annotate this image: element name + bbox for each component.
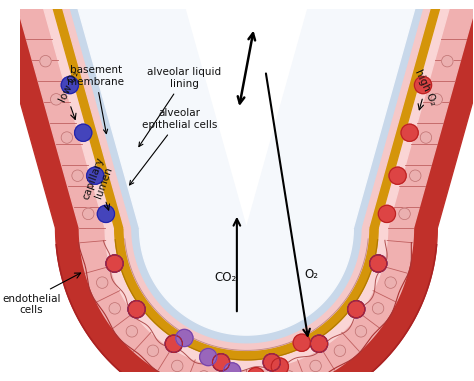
- Circle shape: [128, 301, 145, 318]
- Polygon shape: [49, 0, 124, 228]
- Circle shape: [97, 277, 108, 288]
- Polygon shape: [0, 0, 79, 228]
- Circle shape: [431, 94, 442, 105]
- Polygon shape: [79, 228, 413, 381]
- Circle shape: [420, 132, 432, 143]
- Polygon shape: [14, 0, 105, 228]
- Circle shape: [224, 363, 241, 380]
- Polygon shape: [105, 228, 388, 370]
- Circle shape: [442, 56, 453, 67]
- Circle shape: [310, 335, 328, 352]
- Circle shape: [200, 349, 217, 366]
- Polygon shape: [40, 0, 115, 228]
- Polygon shape: [132, 228, 361, 343]
- Circle shape: [97, 205, 115, 223]
- Circle shape: [165, 335, 182, 352]
- Text: high O₂: high O₂: [413, 67, 438, 107]
- Polygon shape: [369, 0, 443, 228]
- Circle shape: [385, 277, 396, 288]
- Circle shape: [347, 301, 365, 318]
- Circle shape: [82, 208, 94, 219]
- Polygon shape: [74, 0, 246, 228]
- Polygon shape: [353, 0, 426, 228]
- Text: alveolar
epithelial cells: alveolar epithelial cells: [129, 108, 217, 185]
- Circle shape: [126, 326, 137, 337]
- Text: endothelial
cells: endothelial cells: [2, 294, 61, 315]
- Circle shape: [61, 77, 78, 94]
- Circle shape: [293, 334, 310, 351]
- Polygon shape: [361, 0, 434, 228]
- Polygon shape: [139, 228, 353, 335]
- Circle shape: [50, 94, 62, 105]
- Circle shape: [370, 255, 387, 272]
- Circle shape: [165, 335, 182, 352]
- Circle shape: [72, 170, 83, 181]
- Text: capillary
lumen: capillary lumen: [81, 156, 116, 205]
- Polygon shape: [124, 228, 369, 351]
- Circle shape: [401, 124, 418, 141]
- Circle shape: [414, 77, 431, 94]
- Circle shape: [373, 303, 384, 314]
- Circle shape: [212, 354, 229, 371]
- Circle shape: [410, 170, 421, 181]
- Text: low O₂: low O₂: [58, 70, 82, 104]
- Circle shape: [176, 329, 193, 347]
- Text: O₂: O₂: [304, 267, 319, 280]
- Circle shape: [106, 255, 123, 272]
- Circle shape: [347, 301, 365, 318]
- Text: alveolar liquid
lining: alveolar liquid lining: [139, 67, 221, 147]
- Circle shape: [370, 255, 387, 272]
- Circle shape: [87, 167, 104, 184]
- Polygon shape: [59, 0, 132, 228]
- Circle shape: [263, 354, 281, 371]
- Polygon shape: [246, 0, 419, 228]
- Circle shape: [172, 360, 183, 372]
- Circle shape: [355, 326, 367, 337]
- Circle shape: [399, 208, 410, 219]
- Circle shape: [74, 124, 92, 141]
- Circle shape: [247, 368, 264, 381]
- Polygon shape: [67, 0, 139, 228]
- Circle shape: [106, 255, 123, 272]
- Circle shape: [255, 376, 266, 381]
- Circle shape: [198, 371, 210, 381]
- Polygon shape: [115, 228, 378, 360]
- Circle shape: [283, 371, 295, 381]
- Circle shape: [147, 345, 159, 357]
- Circle shape: [212, 354, 229, 371]
- Circle shape: [271, 358, 288, 375]
- Polygon shape: [55, 228, 438, 381]
- Circle shape: [109, 303, 120, 314]
- Circle shape: [128, 301, 145, 318]
- Circle shape: [40, 56, 51, 67]
- Circle shape: [263, 354, 281, 371]
- Polygon shape: [413, 0, 474, 228]
- Circle shape: [310, 360, 321, 372]
- Circle shape: [310, 335, 328, 352]
- Text: basement
membrane: basement membrane: [67, 66, 124, 134]
- Polygon shape: [388, 0, 474, 228]
- Circle shape: [378, 205, 395, 223]
- Circle shape: [389, 167, 406, 184]
- Circle shape: [334, 345, 346, 357]
- Text: CO₂: CO₂: [214, 271, 237, 284]
- Circle shape: [61, 132, 73, 143]
- Circle shape: [227, 376, 238, 381]
- Polygon shape: [378, 0, 453, 228]
